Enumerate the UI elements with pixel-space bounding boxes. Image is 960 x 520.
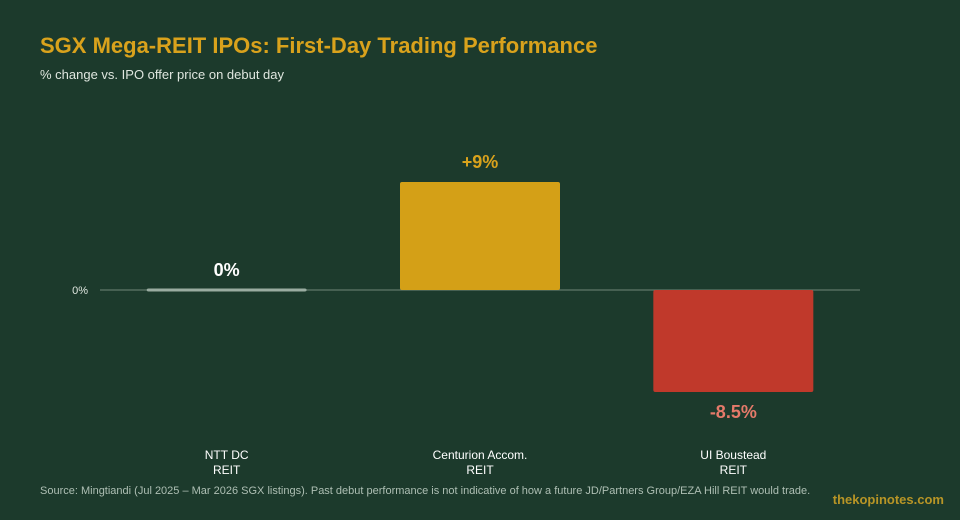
bar (146, 288, 307, 292)
bar (400, 182, 560, 290)
bar (653, 290, 814, 392)
category-label-line: UI Boustead (700, 448, 767, 462)
category-label-line: REIT (212, 463, 241, 477)
bar-value-label: +9% (462, 152, 499, 172)
category-label-line: NTT DC (204, 448, 249, 462)
chart-title: SGX Mega-REIT IPOs: First-Day Trading Pe… (40, 33, 598, 58)
source-note: Source: Mingtiandi (Jul 2025 – Mar 2026 … (40, 485, 811, 497)
category-label-line: REIT (719, 463, 747, 477)
category-label: NTT DC REIT (127, 448, 327, 478)
chart-subtitle: % change vs. IPO offer price on debut da… (40, 67, 285, 82)
category-label: UI Boustead REIT (633, 448, 833, 478)
brand-watermark: thekopinotes.com (832, 492, 944, 507)
bar-value-label: 0% (214, 260, 240, 280)
zero-axis-label: 0% (72, 285, 88, 297)
category-label-line: REIT (466, 463, 494, 477)
bar-value-label: -8.5% (710, 402, 757, 422)
category-label: Centurion Accom. REIT (380, 448, 580, 478)
category-label-line: Centurion Accom. (432, 448, 528, 462)
